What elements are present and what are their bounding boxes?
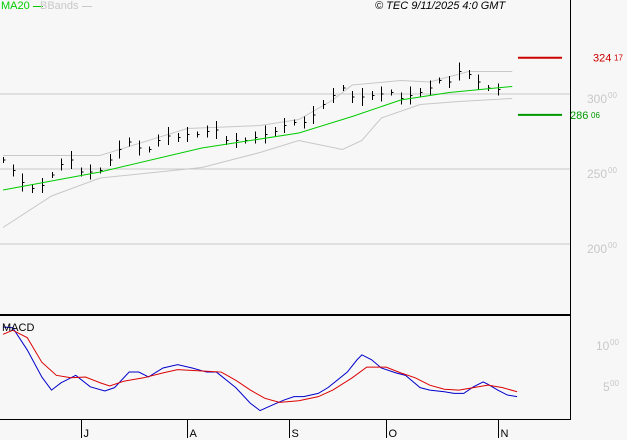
y-tick-label: 250 (587, 167, 607, 181)
signal-line (2, 329, 518, 403)
macd-tick-label: 5 (603, 380, 610, 394)
y-tick-decimals: 00 (608, 166, 617, 175)
bollinger-lower (2, 98, 513, 228)
macd-title: MACD (2, 322, 35, 334)
bollinger-upper (3, 71, 513, 156)
ma20-line (2, 86, 513, 191)
macd-line (2, 326, 518, 412)
macd-tick-label: 10 (596, 339, 610, 353)
copyright: © TEC 9/11/2025 4:0 GMT (375, 0, 506, 12)
x-tick-label: J (84, 428, 90, 440)
x-tick-label: N (501, 428, 509, 440)
resistance-label: 324 (593, 53, 611, 65)
macd-tick-decimals: 00 (610, 338, 619, 347)
legend-ma20-swatch (32, 5, 43, 7)
legend-bbands-label: BBands (40, 0, 79, 12)
x-tick-label: A (190, 428, 198, 440)
legend-ma20: MA20 (1, 0, 43, 12)
legend-ma20-label: MA20 (1, 0, 30, 12)
x-tick-label: S (292, 428, 299, 440)
legend-bbands: BBands (40, 0, 92, 12)
support-label: 286 (570, 110, 588, 122)
y-tick-label: 300 (587, 92, 607, 106)
legend-bbands-swatch (81, 5, 92, 7)
y-tick-label: 200 (587, 242, 607, 256)
x-tick-label: O (389, 428, 398, 440)
macd-tick-decimals: 00 (610, 379, 619, 388)
support-decimals: 06 (591, 111, 600, 120)
resistance-decimals: 17 (614, 54, 623, 63)
y-tick-decimals: 00 (608, 241, 617, 250)
y-tick-decimals: 00 (608, 91, 617, 100)
